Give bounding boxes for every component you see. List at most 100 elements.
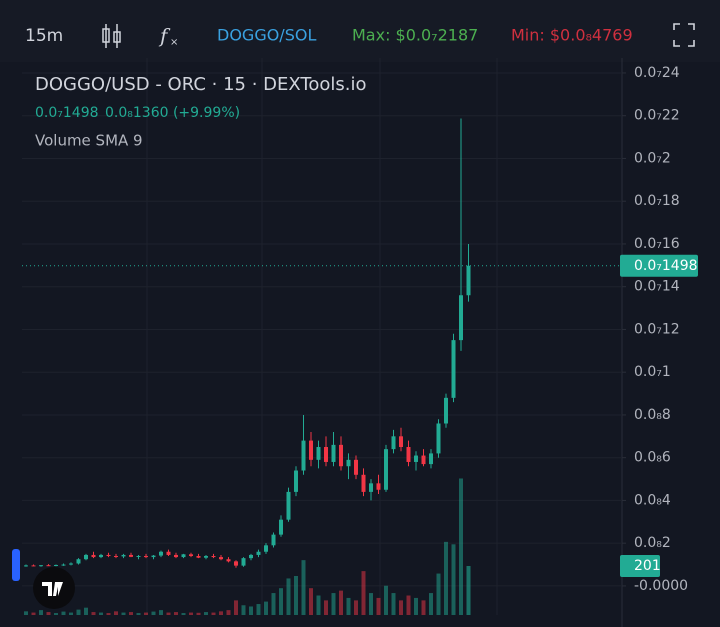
candle-body xyxy=(204,556,208,558)
volume-bar xyxy=(466,566,471,615)
volume-bar xyxy=(376,597,381,615)
volume-bar xyxy=(136,613,141,615)
price-tag xyxy=(620,254,698,277)
min-price: Min: $0.0₈4769 xyxy=(511,26,633,45)
y-tick-label: 0.0₇18 xyxy=(634,193,680,209)
candle-body xyxy=(444,397,448,424)
volume-bar xyxy=(444,541,448,615)
candle-body xyxy=(279,519,283,535)
volume-bar xyxy=(436,573,441,615)
fullscreen-icon[interactable] xyxy=(673,23,695,47)
volume-bar xyxy=(189,612,193,615)
volume-bar xyxy=(429,593,433,615)
volume-bar xyxy=(219,611,223,615)
candle-body xyxy=(121,554,126,557)
plot xyxy=(22,58,626,615)
candle-body xyxy=(466,265,471,296)
candle-body xyxy=(436,423,441,454)
volume-bar xyxy=(316,595,321,615)
y-tick-label: 0.0₇2 xyxy=(634,150,671,166)
volume-bar xyxy=(414,597,418,615)
candle-body xyxy=(174,554,178,558)
candle-body xyxy=(31,565,36,567)
candle-body xyxy=(249,554,253,559)
volume-bar xyxy=(61,611,66,615)
y-tick-label: 0.0₈8 xyxy=(634,407,671,423)
candle-body xyxy=(376,483,381,490)
volume-bar xyxy=(459,478,463,615)
volume-bar xyxy=(39,610,43,615)
candle-body xyxy=(129,554,133,557)
candle-body xyxy=(256,551,261,555)
y-tick-label: 0.0₇24 xyxy=(634,65,680,81)
volume-bar xyxy=(114,611,118,615)
candle-body xyxy=(219,557,223,560)
volume-bar xyxy=(204,612,208,615)
side-tab[interactable] xyxy=(12,549,20,581)
candle-body xyxy=(316,447,321,460)
y-tick-label: 0.0₇14 xyxy=(634,279,680,295)
candle-body xyxy=(211,556,216,558)
y-tick-label: 0.0₇22 xyxy=(634,108,680,124)
volume-bar xyxy=(31,612,36,615)
volume-bar xyxy=(211,612,216,615)
volume-bar xyxy=(286,578,291,615)
volume-bar xyxy=(301,560,306,615)
candle-body xyxy=(346,459,351,467)
volume-bar xyxy=(354,600,358,615)
chart-title: DOGGO/USD - ORC · 15 · DEXTools.io xyxy=(35,74,366,95)
candle-body xyxy=(421,455,426,465)
y-tick-label: -0.0000 xyxy=(634,578,688,594)
volume-bar xyxy=(174,612,178,615)
candle-body xyxy=(99,554,103,558)
candle-body xyxy=(24,565,28,567)
y-tick-label: 0.0₇16 xyxy=(634,236,680,252)
tradingview-logo[interactable] xyxy=(33,567,75,609)
candle-body xyxy=(114,556,118,558)
candle-body xyxy=(459,295,463,341)
candle-body xyxy=(234,561,238,566)
candle-body xyxy=(84,554,88,560)
volume-bar xyxy=(256,604,261,615)
volume-bar xyxy=(84,607,88,615)
candle-body xyxy=(241,558,246,566)
candle-body xyxy=(39,565,43,567)
volume-bar xyxy=(69,612,73,615)
volume-tag-label: 201 xyxy=(634,558,661,574)
candle-body xyxy=(91,554,96,558)
volume-bar xyxy=(339,590,343,615)
y-tick-label: 0.0₇12 xyxy=(634,321,680,337)
volume-bar xyxy=(106,613,111,615)
candle-body xyxy=(196,556,201,558)
volume-bar xyxy=(399,600,403,615)
volume-bar xyxy=(121,612,126,615)
volume-bar xyxy=(384,585,388,615)
y-tick-label: 0.0₈6 xyxy=(634,450,671,466)
candle-body xyxy=(324,447,328,462)
volume-bar xyxy=(151,611,156,615)
volume-bar xyxy=(451,544,456,615)
volume-bar xyxy=(324,600,328,615)
candle-body xyxy=(451,340,456,398)
pair-toggle[interactable]: DOGGO/SOL xyxy=(217,26,316,45)
toolbar xyxy=(0,0,720,62)
candle-body xyxy=(384,449,388,490)
candle-body xyxy=(331,444,336,462)
candle-body xyxy=(309,440,313,460)
volume-bar xyxy=(129,612,133,615)
interval-button[interactable]: 15m xyxy=(25,26,63,46)
volume-bar xyxy=(369,593,373,615)
candle-icon[interactable] xyxy=(102,24,121,48)
volume-bar xyxy=(391,593,396,615)
candle-body xyxy=(76,559,81,564)
candle-body xyxy=(429,453,433,465)
volume-bar xyxy=(54,613,58,615)
volume-bar xyxy=(264,601,268,615)
candle-body xyxy=(361,474,366,492)
volume-bar xyxy=(226,610,231,615)
change-legend: 0.0₈1360 (+9.99%) xyxy=(105,105,240,121)
volume-bar xyxy=(91,612,96,615)
candle-body xyxy=(54,564,58,566)
volume-bar xyxy=(361,571,366,615)
volume-bar xyxy=(159,610,163,615)
